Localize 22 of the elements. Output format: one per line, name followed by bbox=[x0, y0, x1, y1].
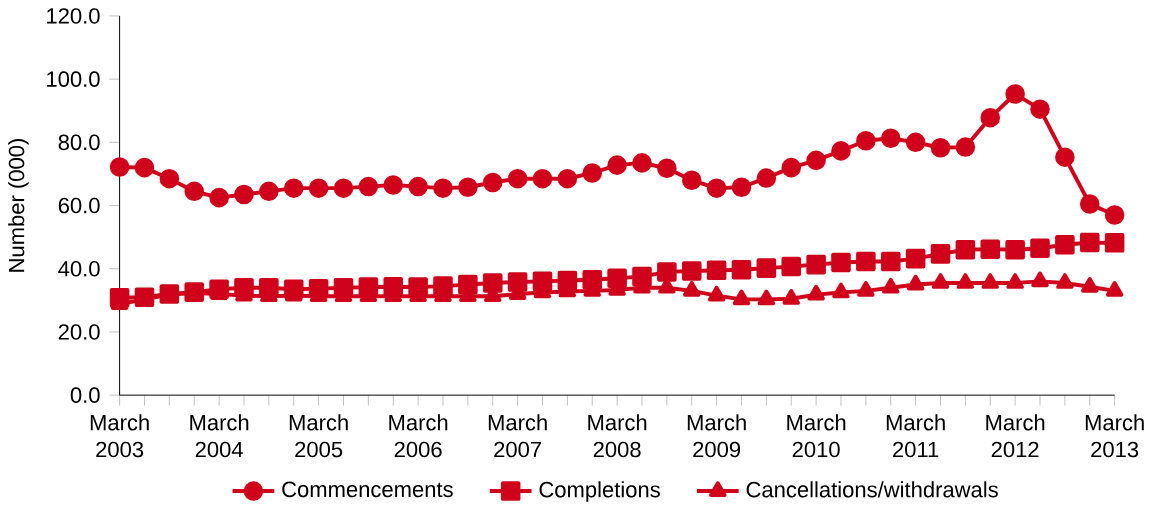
y-tick-label: 20.0 bbox=[58, 324, 100, 340]
x-tick-label: March 2012 bbox=[986, 414, 1045, 458]
y-tick-label: 0.0 bbox=[70, 387, 100, 404]
x-tick-label: March 2006 bbox=[389, 414, 448, 458]
x-tick-label: March 2013 bbox=[1085, 414, 1144, 458]
x-tick-label: March 2008 bbox=[588, 414, 647, 458]
y-tick-label: 120.0 bbox=[47, 8, 100, 24]
x-tick-label: March 2005 bbox=[289, 414, 348, 458]
x-tick-label: March 2010 bbox=[787, 414, 846, 458]
x-tick-label: March 2007 bbox=[488, 414, 547, 458]
y-tick-label: 60.0 bbox=[58, 197, 100, 214]
legend-label: Cancellations/withdrawals bbox=[746, 481, 998, 498]
legend-label: Completions bbox=[539, 481, 660, 502]
y-tick-label: 40.0 bbox=[58, 261, 100, 277]
x-tick-label: March 2003 bbox=[90, 414, 149, 458]
y-tick-label: 80.0 bbox=[58, 134, 100, 151]
x-tick-label: March 2004 bbox=[190, 414, 249, 458]
x-tick-label: March 2011 bbox=[886, 414, 945, 458]
x-tick-label: March 2009 bbox=[687, 414, 746, 458]
legend-label: Commencements bbox=[282, 481, 453, 498]
y-axis-title: Number (000) bbox=[8, 139, 29, 272]
y-tick-label: 100.0 bbox=[47, 71, 100, 88]
